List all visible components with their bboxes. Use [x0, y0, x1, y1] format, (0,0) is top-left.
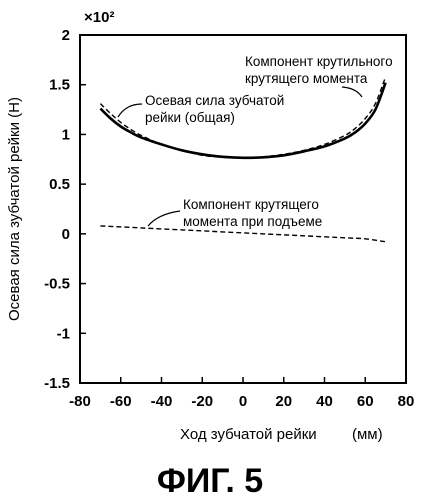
annotation-lift-line1: Компонент крутящего	[183, 197, 319, 212]
x-tick-label: 0	[239, 393, 247, 410]
x-axis-ticks: -80 -60 -40 -20 0 20 40 60 80	[69, 377, 414, 410]
x-tick-label: -20	[191, 393, 213, 410]
y-tick-label: 1	[62, 126, 70, 143]
y-axis-label: Осевая сила зубчатой рейки (Н)	[6, 97, 23, 321]
x-tick-label: 40	[316, 393, 333, 410]
annotation-leader-total	[118, 104, 142, 117]
y-tick-label: -1	[57, 325, 70, 342]
x-tick-label: 80	[398, 393, 415, 410]
x-tick-label: -60	[110, 393, 132, 410]
y-tick-label: -1.5	[44, 375, 70, 392]
y-tick-label: 0	[62, 226, 70, 243]
y-tick-label: 2	[62, 27, 70, 44]
x-tick-label: 20	[275, 393, 292, 410]
y-tick-label: 0.5	[49, 176, 70, 193]
annotation-torsion-line2: крутящего момента	[245, 71, 368, 86]
y-multiplier: ×10²	[84, 9, 114, 26]
x-tick-label: -80	[69, 393, 91, 410]
x-axis-label: Ход зубчатой рейки	[180, 426, 317, 443]
y-tick-label: -0.5	[44, 276, 70, 293]
annotation-lift-line2: момента при подъеме	[183, 214, 322, 229]
annotation-leader-lift	[148, 211, 180, 226]
x-tick-label: 60	[357, 393, 374, 410]
figure-caption: ФИГ. 5	[157, 462, 263, 500]
annotation-total-line2: рейки (общая)	[145, 110, 235, 125]
series-line-torsion-component	[100, 77, 385, 158]
annotation-torsion-line1: Компонент крутильного	[245, 54, 393, 69]
x-axis-unit: (мм)	[352, 426, 383, 443]
annotation-total-line1: Осевая сила зубчатой	[145, 93, 284, 108]
y-tick-label: 1.5	[49, 77, 70, 94]
annotation-leader-torsion	[342, 87, 362, 97]
x-tick-label: -40	[151, 393, 173, 410]
